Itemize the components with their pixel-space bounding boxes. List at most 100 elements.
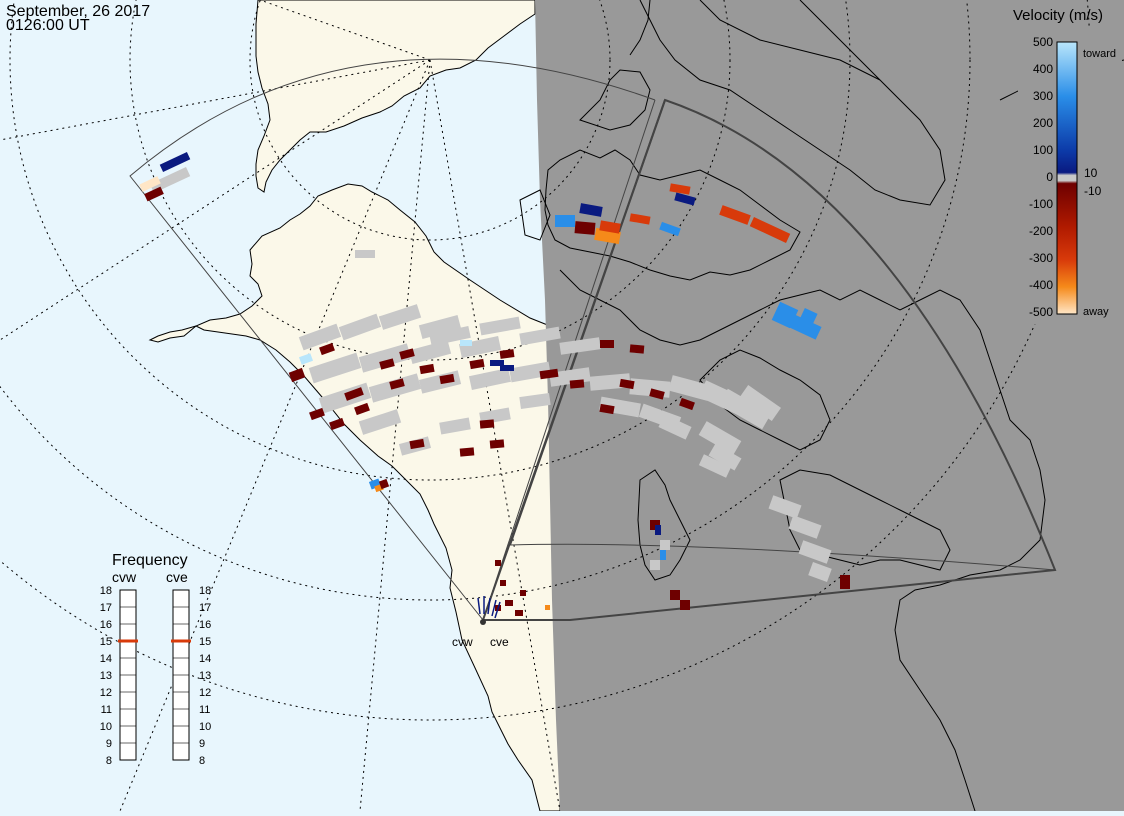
radar-sites: cvw cve <box>452 619 509 649</box>
velocity-cell <box>569 379 585 389</box>
colorbar-tick-label: -10 <box>1084 184 1102 198</box>
date-label: September, 26 2017 <box>6 3 151 20</box>
velocity-cell <box>674 192 696 206</box>
velocity-cell <box>378 478 390 490</box>
frequency-scale-label: 8 <box>106 755 112 767</box>
velocity-cell <box>680 600 690 610</box>
frequency-title: Frequency <box>112 552 188 569</box>
velocity-cell <box>658 414 692 440</box>
colorbar-tick-label: 300 <box>1033 89 1053 103</box>
velocity-cell <box>629 344 645 354</box>
radar-site-label-cve: cve <box>490 635 509 649</box>
fov-cve-left <box>509 99 666 546</box>
frequency-scale-label: 9 <box>106 738 112 750</box>
velocity-cell <box>655 525 661 535</box>
velocity-cell <box>418 315 462 339</box>
fov-cve-inner <box>509 543 1056 571</box>
colorbar-tick-label: 500 <box>1033 35 1053 49</box>
velocity-cell <box>479 419 495 429</box>
velocity-cell <box>358 409 402 435</box>
frequency-scale-label: 18 <box>199 585 211 597</box>
velocity-cell <box>288 367 306 383</box>
velocity-cell <box>545 605 550 610</box>
velocity-cell <box>579 203 603 217</box>
velocity-cell <box>309 407 325 421</box>
velocity-cell <box>389 378 405 390</box>
frequency-scale-label: 8 <box>199 755 205 767</box>
radar-fov-outlines <box>129 58 1057 621</box>
frequency-scale-label: 9 <box>199 738 205 750</box>
velocity-cell <box>574 221 596 235</box>
velocity-cell <box>718 388 772 430</box>
colorbar-tick-label: -500 <box>1029 305 1053 319</box>
colorbar-gradient <box>1056 41 1078 315</box>
velocity-cell <box>490 360 504 366</box>
velocity-cell <box>808 562 832 582</box>
velocity-cell <box>500 580 506 586</box>
velocity-cell <box>144 186 164 202</box>
frequency-panel: Frequency cvw cve 1817161514131211109818… <box>100 552 212 767</box>
velocity-cell <box>338 313 382 341</box>
velocity-cell <box>354 402 370 416</box>
aleutian-islands <box>148 325 197 343</box>
velocity-cell <box>520 590 526 596</box>
velocity-cell <box>649 388 665 400</box>
velocity-cell <box>408 340 452 364</box>
radar-beam-tick <box>494 601 501 619</box>
velocity-cell <box>650 560 660 570</box>
velocity-cell <box>479 316 521 336</box>
radar-beam-tick <box>487 597 491 615</box>
velocity-cell <box>500 365 514 371</box>
velocity-cell <box>619 378 635 390</box>
velocity-cell <box>768 495 802 519</box>
nightside-coastlines <box>519 0 1124 812</box>
velocity-cell <box>599 403 615 415</box>
frequency-scale-label: 11 <box>101 704 112 716</box>
velocity-cell <box>358 343 412 373</box>
colorbar-tick-label: 10 <box>1084 166 1098 180</box>
velocity-cell <box>749 217 791 243</box>
velocity-cell <box>329 417 345 431</box>
velocity-cell <box>379 358 395 370</box>
frequency-scales: 18 17 16 15 14 13 12 11 10 9 8 18 17 16 15 14 13 12 11 10 9 8 <box>100 585 212 767</box>
frequency-scale-label: 14 <box>199 653 211 665</box>
velocity-cell <box>419 363 435 375</box>
frequency-scale-label: 12 <box>199 687 211 699</box>
velocity-cell <box>539 368 559 380</box>
velocity-cell <box>149 167 191 193</box>
frequency-scale-label: 15 <box>199 636 211 648</box>
radar-site-marker <box>480 619 486 625</box>
radar-beam-tick <box>477 597 481 615</box>
velocity-cell <box>399 348 415 360</box>
velocity-colorbar: Velocity (m/s) 500400300200100100-10-100… <box>1013 7 1122 324</box>
velocity-cell <box>378 304 422 330</box>
velocity-cell <box>469 358 485 370</box>
velocity-cells <box>139 152 850 619</box>
velocity-cell <box>344 387 364 401</box>
velocity-cell <box>670 590 680 600</box>
frequency-scale-label: 15 <box>100 636 112 648</box>
velocity-cell <box>659 221 681 237</box>
velocity-cell <box>499 349 515 359</box>
colorbar-tick-label: 200 <box>1033 116 1053 130</box>
velocity-cell <box>319 342 335 356</box>
velocity-cell <box>468 367 512 391</box>
colorbar-ticks: 500400300200100100-10-100-200-300-400-50… <box>1029 35 1102 319</box>
velocity-cell <box>515 610 523 616</box>
colorbar-tick-label: 0 <box>1046 170 1053 184</box>
colorbar-title: Velocity (m/s) <box>1013 7 1103 24</box>
frequency-scale-label: 13 <box>100 670 112 682</box>
velocity-cell <box>459 447 475 457</box>
velocity-cell <box>600 340 614 348</box>
velocity-cell <box>629 213 651 225</box>
velocity-cell <box>298 353 314 365</box>
frequency-scale-label: 13 <box>199 670 211 682</box>
velocity-cell <box>698 454 732 478</box>
frequency-radar-label-cve: cve <box>166 569 188 585</box>
velocity-cell <box>429 325 471 347</box>
velocity-cell <box>698 421 742 455</box>
colorbar-tick-label: -200 <box>1029 224 1053 238</box>
velocity-cell <box>439 373 455 385</box>
